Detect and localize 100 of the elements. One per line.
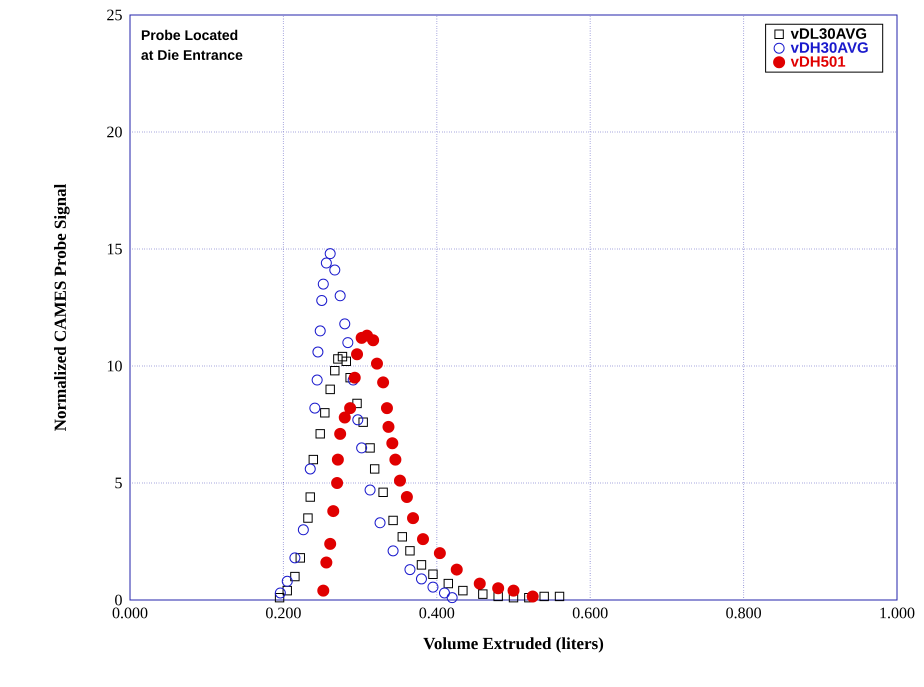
point xyxy=(317,584,330,597)
point xyxy=(316,294,328,306)
point xyxy=(404,564,416,576)
point xyxy=(352,398,362,408)
point xyxy=(492,582,504,594)
point xyxy=(526,590,539,602)
point xyxy=(386,437,398,450)
point xyxy=(377,376,390,388)
point xyxy=(405,546,415,556)
point xyxy=(344,402,356,414)
point xyxy=(298,524,309,536)
point xyxy=(444,578,454,588)
point xyxy=(446,592,458,604)
point xyxy=(332,454,344,466)
point xyxy=(329,264,340,276)
point xyxy=(358,417,368,427)
x-tick-label: 1.000 xyxy=(880,608,914,618)
point xyxy=(348,372,361,384)
y-tick-label: 5 xyxy=(115,478,122,488)
point xyxy=(320,408,330,418)
point xyxy=(289,552,300,564)
point xyxy=(306,492,315,502)
point xyxy=(458,586,468,596)
point xyxy=(282,586,292,596)
point xyxy=(378,488,388,498)
point xyxy=(416,573,427,584)
point xyxy=(508,592,518,602)
point xyxy=(342,356,351,366)
point xyxy=(338,352,348,362)
point xyxy=(312,374,323,386)
x-tick-label: 0.200 xyxy=(266,608,301,618)
annotation: at Die Entrance xyxy=(141,50,242,60)
point xyxy=(324,248,336,260)
x-tick-label: 0.800 xyxy=(726,608,761,618)
point xyxy=(320,556,332,569)
point xyxy=(334,290,346,302)
y-tick-label: 15 xyxy=(108,244,122,254)
point xyxy=(380,402,393,414)
legend-label: vDH30AVG xyxy=(790,42,868,53)
x-axis-title: Volume Extruded (liters) xyxy=(423,637,604,653)
point xyxy=(394,474,406,487)
point xyxy=(493,592,503,602)
point xyxy=(554,592,564,602)
point xyxy=(374,517,386,528)
point xyxy=(364,484,376,496)
point xyxy=(325,384,335,394)
point xyxy=(318,278,329,290)
y-tick-label: 20 xyxy=(107,126,122,138)
point xyxy=(304,463,316,474)
point xyxy=(450,564,463,576)
point xyxy=(388,516,398,526)
legend-label: vDL30AVG xyxy=(790,28,866,39)
point xyxy=(324,538,336,550)
point xyxy=(389,454,402,466)
point xyxy=(478,589,488,599)
point xyxy=(274,592,284,602)
point xyxy=(308,454,318,464)
point xyxy=(398,532,407,542)
point xyxy=(370,464,380,474)
annotation: Probe Located xyxy=(142,30,238,40)
point xyxy=(312,346,324,358)
point xyxy=(290,572,300,582)
point xyxy=(388,545,399,556)
point xyxy=(339,318,350,330)
point xyxy=(282,576,293,587)
point xyxy=(407,512,420,524)
x-tick-label: 0.400 xyxy=(419,608,454,618)
point xyxy=(342,337,354,348)
point xyxy=(370,358,383,370)
point xyxy=(338,411,351,424)
point xyxy=(296,553,305,563)
y-axis-title: Normalized CAMES Probe Signal xyxy=(54,184,70,431)
point xyxy=(327,505,340,518)
point xyxy=(416,560,426,570)
point xyxy=(309,402,320,414)
point xyxy=(434,547,446,560)
x-tick-label: 0.600 xyxy=(572,608,608,618)
point xyxy=(320,258,332,269)
point xyxy=(314,325,326,336)
point xyxy=(508,584,520,597)
point xyxy=(400,491,413,504)
point xyxy=(352,414,364,426)
point xyxy=(331,476,344,489)
point xyxy=(438,587,450,598)
point xyxy=(365,443,375,453)
x-tick-label: 0.000 xyxy=(112,608,148,618)
point xyxy=(316,429,325,439)
point xyxy=(274,587,286,598)
point xyxy=(428,570,438,579)
point xyxy=(334,428,346,440)
point xyxy=(367,334,380,346)
point xyxy=(333,354,343,364)
point xyxy=(303,513,313,523)
point xyxy=(382,420,394,433)
y-tick-label: 10 xyxy=(108,360,122,372)
point xyxy=(351,348,364,360)
point xyxy=(427,582,438,593)
y-tick-label: 0 xyxy=(115,594,122,606)
point xyxy=(416,533,429,546)
point xyxy=(356,442,368,454)
